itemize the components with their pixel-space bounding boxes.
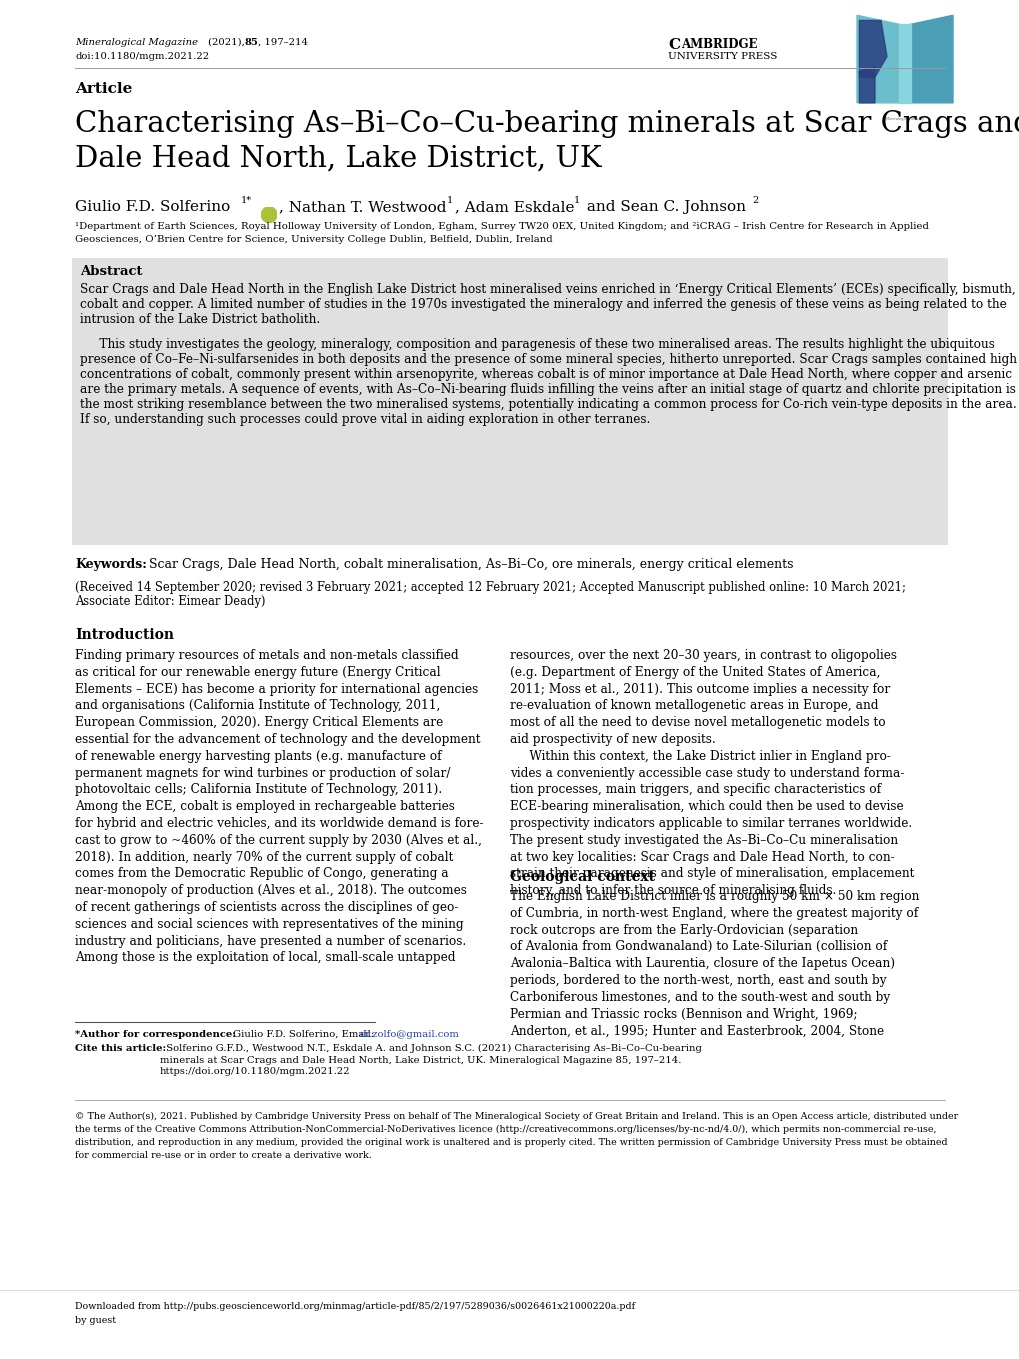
Polygon shape: [904, 15, 952, 103]
Text: Giulio F.D. Solferino, Email:: Giulio F.D. Solferino, Email:: [229, 1030, 377, 1040]
Text: Downloaded from http://pubs.geoscienceworld.org/minmag/article-pdf/85/2/197/5289: Downloaded from http://pubs.geosciencewo…: [75, 1302, 635, 1311]
Text: 1*: 1*: [240, 196, 252, 205]
Text: Geological context: Geological context: [510, 870, 654, 883]
Text: Geosciences, O’Brien Centre for Science, University College Dublin, Belfield, Du: Geosciences, O’Brien Centre for Science,…: [75, 235, 552, 245]
Text: , Adam Eskdale: , Adam Eskdale: [454, 200, 574, 213]
Text: Mineralogical Magazine: Mineralogical Magazine: [75, 38, 198, 48]
Text: 2: 2: [751, 196, 757, 205]
Polygon shape: [856, 15, 904, 103]
Text: dr.zolfo@gmail.com: dr.zolfo@gmail.com: [360, 1030, 460, 1040]
Text: distribution, and reproduction in any medium, provided the original work is unal: distribution, and reproduction in any me…: [75, 1137, 947, 1147]
Text: Article: Article: [75, 82, 132, 96]
Text: iD: iD: [266, 213, 272, 217]
Text: © The Author(s), 2021. Published by Cambridge University Press on behalf of The : © The Author(s), 2021. Published by Camb…: [75, 1112, 957, 1121]
Polygon shape: [859, 20, 887, 77]
Text: (Received 14 September 2020; revised 3 February 2021; accepted 12 February 2021;: (Received 14 September 2020; revised 3 F…: [75, 582, 905, 594]
Text: doi:10.1180/mgm.2021.22: doi:10.1180/mgm.2021.22: [75, 52, 209, 61]
Text: for commercial re-use or in order to create a derivative work.: for commercial re-use or in order to cre…: [75, 1151, 371, 1161]
Text: Introduction: Introduction: [75, 628, 174, 641]
Text: and Sean C. Johnson: and Sean C. Johnson: [582, 200, 745, 213]
Text: AMBRIDGE: AMBRIDGE: [681, 38, 757, 52]
Text: 1: 1: [446, 196, 452, 205]
Circle shape: [261, 207, 277, 223]
Text: by guest: by guest: [75, 1316, 116, 1325]
Text: ¹Department of Earth Sciences, Royal Holloway University of London, Egham, Surre: ¹Department of Earth Sciences, Royal Hol…: [75, 222, 928, 231]
Text: 85: 85: [245, 38, 259, 48]
Text: Associate Editor: Eimear Deady): Associate Editor: Eimear Deady): [75, 595, 265, 607]
Text: Characterising As–Bi–Co–Cu-bearing minerals at Scar Crags and: Characterising As–Bi–Co–Cu-bearing miner…: [75, 110, 1019, 139]
Text: Abstract: Abstract: [79, 265, 143, 279]
Text: Dale Head North, Lake District, UK: Dale Head North, Lake District, UK: [75, 145, 601, 173]
Polygon shape: [859, 67, 874, 103]
Text: This study investigates the geology, mineralogy, composition and paragenesis of : This study investigates the geology, min…: [79, 338, 1016, 425]
Text: C: C: [667, 38, 680, 52]
Text: Finding primary resources of metals and non-metals classified
as critical for ou: Finding primary resources of metals and …: [75, 650, 483, 965]
Text: Giulio F.D. Solferino: Giulio F.D. Solferino: [75, 200, 230, 213]
Text: Scar Crags and Dale Head North in the English Lake District host mineralised vei: Scar Crags and Dale Head North in the En…: [79, 283, 1015, 326]
Text: Solferino G.F.D., Westwood N.T., Eskdale A. and Johnson S.C. (2021) Characterisi: Solferino G.F.D., Westwood N.T., Eskdale…: [160, 1044, 701, 1076]
Text: UNIVERSITY PRESS: UNIVERSITY PRESS: [667, 52, 776, 61]
Text: resources, over the next 20–30 years, in contrast to oligopolies
(e.g. Departmen: resources, over the next 20–30 years, in…: [510, 650, 913, 897]
Text: , 197–214: , 197–214: [258, 38, 308, 48]
Text: , Nathan T. Westwood: , Nathan T. Westwood: [279, 200, 446, 213]
Text: *Author for correspondence:: *Author for correspondence:: [75, 1030, 235, 1040]
Text: (2021),: (2021),: [205, 38, 248, 48]
Text: Scar Crags, Dale Head North, cobalt mineralisation, As–Bi–Co, ore minerals, ener: Scar Crags, Dale Head North, cobalt mine…: [145, 559, 793, 571]
Text: the terms of the Creative Commons Attribution-NonCommercial-NoDerivatives licenc: the terms of the Creative Commons Attrib…: [75, 1125, 935, 1135]
Text: The English Lake District inlier is a roughly 50 km × 50 km region
of Cumbria, i: The English Lake District inlier is a ro…: [510, 890, 918, 1037]
Text: Keywords:: Keywords:: [75, 559, 147, 571]
Text: Mineralogical Society: Mineralogical Society: [886, 117, 923, 121]
Text: Cite this article:: Cite this article:: [75, 1044, 166, 1053]
Text: 1: 1: [574, 196, 580, 205]
Polygon shape: [898, 23, 910, 103]
